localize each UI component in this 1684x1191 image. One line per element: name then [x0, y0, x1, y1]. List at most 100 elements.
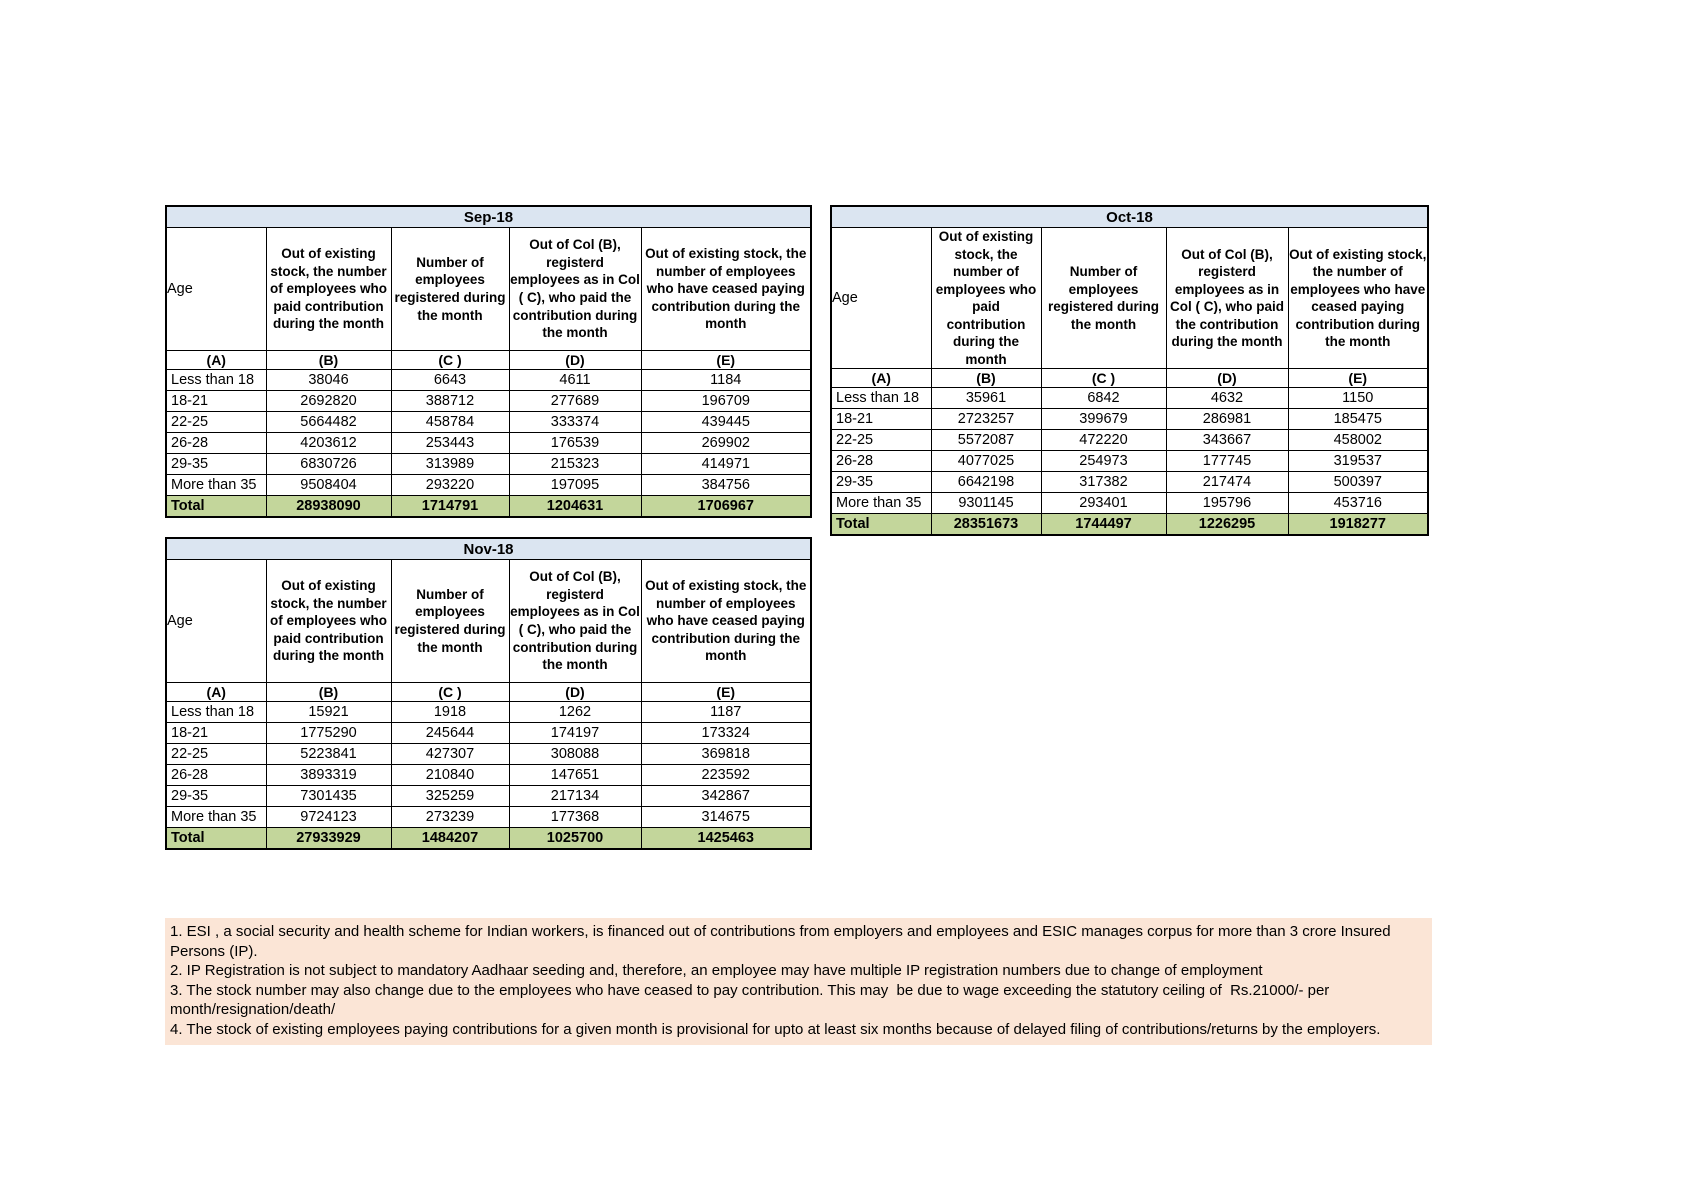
- value-cell: 4611: [508, 369, 642, 391]
- table-row: 18-21 2692820 388712 277689 196709: [165, 390, 812, 412]
- value-cell: 427307: [390, 743, 510, 765]
- table-row: 26-28 3893319 210840 147651 223592: [165, 764, 812, 786]
- value-cell: 35961: [930, 387, 1042, 410]
- col-header-c: Number of employees registered during th…: [390, 559, 510, 683]
- col-letter-b: (B): [265, 350, 392, 370]
- footnote-1: 1. ESI , a social security and health sc…: [170, 923, 1395, 960]
- footnote-4: 4. The stock of existing employees payin…: [170, 1020, 1381, 1038]
- table-row: Less than 18 15921 1918 1262 1187: [165, 701, 812, 723]
- value-cell: 6643: [390, 369, 510, 391]
- value-cell: 458002: [1287, 429, 1429, 452]
- value-cell: 177745: [1165, 450, 1289, 473]
- value-cell: 314675: [640, 806, 812, 828]
- total-value-b: 27933929: [265, 827, 392, 850]
- value-cell: 1150: [1287, 387, 1429, 410]
- col-letter-b: (B): [265, 682, 392, 702]
- table-row: 18-21 1775290 245644 174197 173324: [165, 722, 812, 744]
- value-cell: 9508404: [265, 474, 392, 496]
- value-cell: 38046: [265, 369, 392, 391]
- total-label: Total: [165, 827, 267, 850]
- total-value-b: 28938090: [265, 495, 392, 518]
- value-cell: 319537: [1287, 450, 1429, 473]
- col-header-e: Out of existing stock, the number of emp…: [640, 227, 812, 351]
- table-row: 29-35 6642198 317382 217474 500397: [830, 471, 1429, 494]
- total-value-d: 1204631: [508, 495, 642, 518]
- value-cell: 369818: [640, 743, 812, 765]
- footnotes-block: 1. ESI , a social security and health sc…: [165, 918, 1432, 1045]
- table-title-sep-18: Sep-18: [165, 205, 812, 228]
- value-cell: 286981: [1165, 408, 1289, 431]
- col-letter-d: (D): [1165, 368, 1289, 389]
- col-header-age: Age: [165, 559, 267, 683]
- value-cell: 5572087: [930, 429, 1042, 452]
- total-value-c: 1484207: [390, 827, 510, 850]
- value-cell: 472220: [1040, 429, 1167, 452]
- col-letter-e: (E): [1287, 368, 1429, 389]
- table-row: 22-25 5664482 458784 333374 439445: [165, 411, 812, 433]
- age-cell: 22-25: [830, 429, 932, 452]
- value-cell: 333374: [508, 411, 642, 433]
- col-header-age: Age: [165, 227, 267, 351]
- col-letter-d: (D): [508, 350, 642, 370]
- value-cell: 254973: [1040, 450, 1167, 473]
- value-cell: 5223841: [265, 743, 392, 765]
- col-header-d: Out of Col (B), registerd employees as i…: [508, 559, 642, 683]
- total-label: Total: [165, 495, 267, 518]
- total-value-e: 1706967: [640, 495, 812, 518]
- value-cell: 9724123: [265, 806, 392, 828]
- col-letter-e: (E): [640, 350, 812, 370]
- value-cell: 185475: [1287, 408, 1429, 431]
- col-letter-b: (B): [930, 368, 1042, 389]
- value-cell: 147651: [508, 764, 642, 786]
- table-title-nov-18: Nov-18: [165, 537, 812, 560]
- value-cell: 453716: [1287, 492, 1429, 515]
- value-cell: 273239: [390, 806, 510, 828]
- value-cell: 384756: [640, 474, 812, 496]
- col-letter-a: (A): [165, 682, 267, 702]
- value-cell: 7301435: [265, 785, 392, 807]
- total-value-e: 1425463: [640, 827, 812, 850]
- age-cell: Less than 18: [165, 369, 267, 391]
- age-cell: 26-28: [165, 432, 267, 454]
- table-row: 22-25 5572087 472220 343667 458002: [830, 429, 1429, 452]
- table-row: 26-28 4077025 254973 177745 319537: [830, 450, 1429, 473]
- value-cell: 195796: [1165, 492, 1289, 515]
- age-cell: 22-25: [165, 411, 267, 433]
- value-cell: 343667: [1165, 429, 1289, 452]
- table-sep-18: Sep-18 Age Out of existing stock, the nu…: [165, 205, 813, 518]
- col-letter-a: (A): [165, 350, 267, 370]
- age-cell: 18-21: [165, 390, 267, 412]
- table-row: Less than 18 38046 6643 4611 1184: [165, 369, 812, 391]
- col-letter-c: (C ): [390, 350, 510, 370]
- footnote-3: 3. The stock number may also change due …: [170, 981, 1334, 1019]
- value-cell: 388712: [390, 390, 510, 412]
- col-letter-c: (C ): [390, 682, 510, 702]
- table-row: Less than 18 35961 6842 4632 1150: [830, 387, 1429, 410]
- value-cell: 210840: [390, 764, 510, 786]
- value-cell: 3893319: [265, 764, 392, 786]
- footnote-2: 2. IP Registration is not subject to man…: [170, 962, 1263, 979]
- age-cell: More than 35: [165, 806, 267, 828]
- age-cell: 29-35: [830, 471, 932, 494]
- value-cell: 173324: [640, 722, 812, 744]
- value-cell: 5664482: [265, 411, 392, 433]
- value-cell: 197095: [508, 474, 642, 496]
- value-cell: 215323: [508, 453, 642, 475]
- value-cell: 1262: [508, 701, 642, 723]
- value-cell: 223592: [640, 764, 812, 786]
- col-header-b: Out of existing stock, the number of emp…: [930, 226, 1042, 370]
- total-value-e: 1918277: [1287, 513, 1429, 536]
- col-header-c: Number of employees registered during th…: [1040, 226, 1167, 370]
- value-cell: 293220: [390, 474, 510, 496]
- value-cell: 217474: [1165, 471, 1289, 494]
- age-cell: More than 35: [830, 492, 932, 515]
- value-cell: 177368: [508, 806, 642, 828]
- age-cell: 29-35: [165, 453, 267, 475]
- value-cell: 1187: [640, 701, 812, 723]
- value-cell: 4077025: [930, 450, 1042, 473]
- age-cell: 26-28: [830, 450, 932, 473]
- value-cell: 6842: [1040, 387, 1167, 410]
- table-oct-18: Oct-18 Age Out of existing stock, the nu…: [830, 205, 1430, 537]
- value-cell: 1775290: [265, 722, 392, 744]
- col-header-b: Out of existing stock, the number of emp…: [265, 227, 392, 351]
